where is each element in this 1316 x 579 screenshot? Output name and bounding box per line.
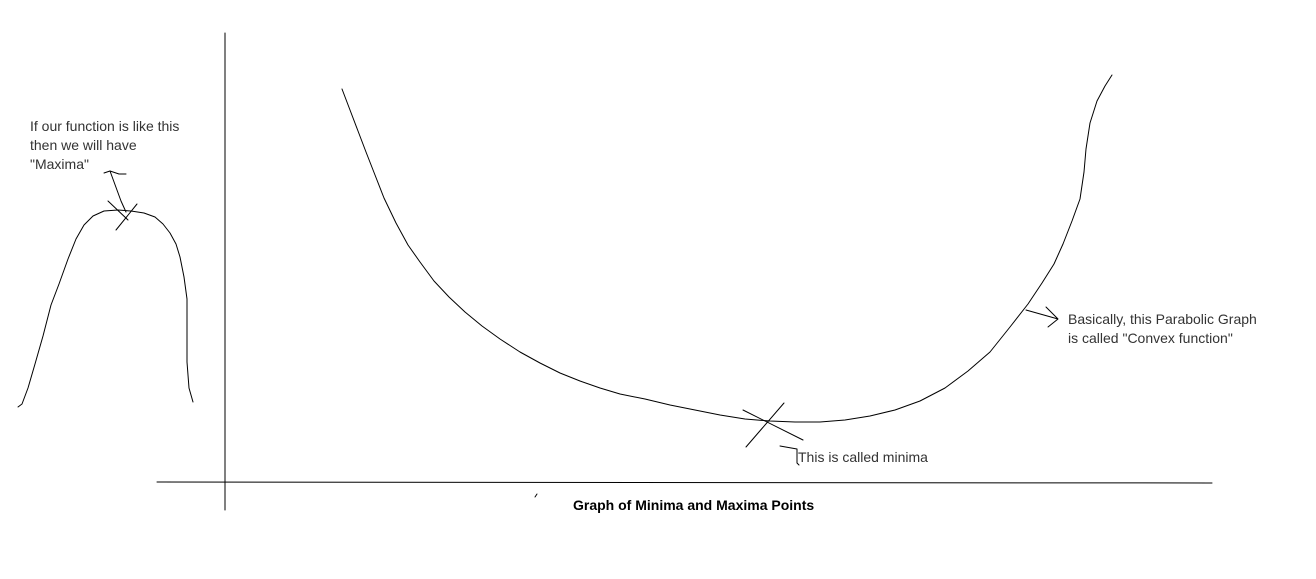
maxima-arrow <box>103 170 127 175</box>
maxima-curve <box>17 209 194 408</box>
convex-curve <box>341 74 1113 423</box>
stray-mark <box>534 493 538 498</box>
maxima-arrow-shaft <box>109 170 127 213</box>
maxima-note: If our function is like this then we wil… <box>30 118 180 172</box>
maxima-cross <box>107 200 138 231</box>
minima-label: This is called minima <box>798 449 928 465</box>
x-axis <box>156 481 1213 484</box>
convex-function-note: Basically, this Parabolic Graph is calle… <box>1068 311 1257 346</box>
minima-cross <box>742 402 804 448</box>
graph-title: Graph of Minima and Maxima Points <box>573 497 815 513</box>
minima-arrow <box>779 445 800 466</box>
convex-arrow <box>1025 306 1059 328</box>
